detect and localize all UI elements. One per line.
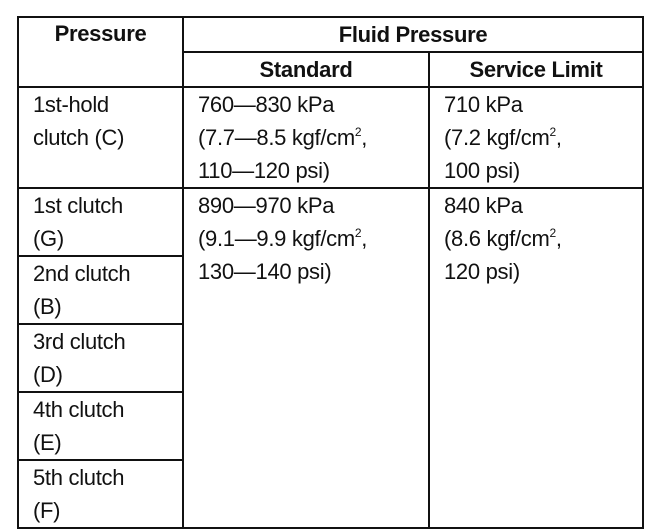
limit-psi: 100 psi): [444, 158, 520, 183]
service-limit-cell: 840 kPa (8.6 kgf/cm2, 120 psi): [427, 187, 645, 529]
table-row: 5th clutch (F): [17, 459, 643, 529]
clutch-name: clutch (C): [33, 125, 125, 150]
header-standard: Standard: [182, 51, 430, 88]
limit-kgf: (8.6 kgf/cm2,: [444, 226, 562, 251]
clutch-name: (F): [33, 498, 61, 523]
clutch-cell: 4th clutch (E): [17, 391, 184, 461]
limit-psi: 120 psi): [444, 259, 520, 284]
clutch-cell: 3rd clutch (D): [17, 323, 184, 393]
standard-kpa: 890—970 kPa: [198, 193, 335, 218]
header-pressure: Pressure: [17, 16, 184, 88]
clutch-cell: 5th clutch (F): [17, 459, 184, 529]
standard-kgf: (7.7—8.5 kgf/cm2,: [198, 125, 368, 150]
clutch-name: 1st-hold: [33, 92, 109, 117]
standard-psi: 130—140 psi): [198, 259, 332, 284]
clutch-name: 4th clutch: [33, 397, 125, 422]
standard-psi: 110—120 psi): [198, 158, 330, 183]
table-row: 3rd clutch (D): [17, 323, 643, 393]
clutch-name: (B): [33, 294, 62, 319]
fluid-pressure-table: Pressure Fluid Pressure Standard Service…: [17, 16, 645, 529]
clutch-name: (G): [33, 226, 64, 251]
clutch-name: (D): [33, 362, 63, 387]
standard-cell: 890—970 kPa (9.1—9.9 kgf/cm2, 130—140 ps…: [182, 187, 430, 529]
header-service-limit: Service Limit: [427, 51, 645, 88]
table-row: 1st clutch (G) 890—970 kPa (9.1—9.9 kgf/…: [17, 187, 645, 529]
limit-kgf: (7.2 kgf/cm2,: [444, 125, 562, 150]
clutch-name: 5th clutch: [33, 465, 125, 490]
clutch-name: 3rd clutch: [33, 329, 126, 354]
table-row: 4th clutch (E): [17, 391, 643, 461]
table-row: 2nd clutch (B): [17, 255, 643, 325]
clutch-cell: 2nd clutch (B): [17, 255, 184, 325]
standard-kgf: (9.1—9.9 kgf/cm2,: [198, 226, 368, 251]
table-row: 1st-hold clutch (C) 760—830 kPa (7.7—8.5…: [17, 86, 645, 189]
limit-kpa: 840 kPa: [444, 193, 523, 218]
clutch-name: 1st clutch: [33, 193, 123, 218]
service-limit-cell: 710 kPa (7.2 kgf/cm2, 100 psi): [427, 86, 645, 189]
standard-cell: 760—830 kPa (7.7—8.5 kgf/cm2, 110—120 ps…: [182, 86, 430, 189]
clutch-cell: 1st clutch (G): [17, 187, 184, 257]
clutch-name: 2nd clutch: [33, 261, 131, 286]
limit-kpa: 710 kPa: [444, 92, 523, 117]
clutch-name: (E): [33, 430, 62, 455]
header-fluid-pressure: Fluid Pressure: [181, 16, 645, 53]
standard-kpa: 760—830 kPa: [198, 92, 335, 117]
clutch-cell: 1st-hold clutch (C): [17, 86, 184, 189]
